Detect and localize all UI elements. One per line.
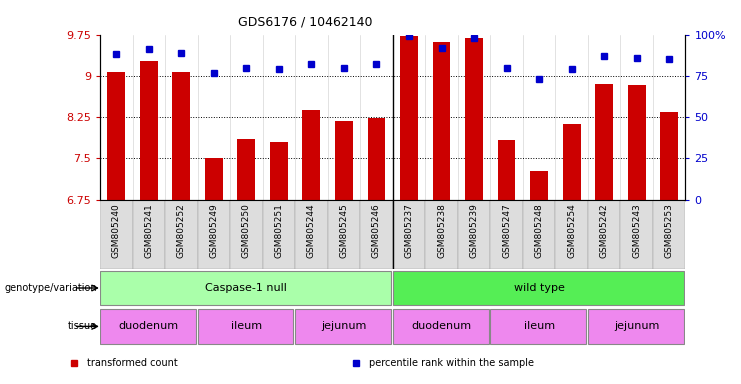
Bar (628, 85, 645, 200)
Bar (335, 121, 353, 200)
Text: tissue: tissue (68, 321, 97, 331)
Bar (133, 200, 165, 269)
Text: transformed count: transformed count (87, 358, 178, 368)
Bar (198, 200, 230, 269)
Bar (660, 112, 678, 200)
Bar (100, 200, 133, 269)
Bar (262, 200, 295, 269)
Bar (295, 309, 391, 344)
Text: GSM805246: GSM805246 (372, 203, 381, 258)
Text: wild type: wild type (514, 283, 565, 293)
Bar (555, 200, 588, 269)
Text: GSM805244: GSM805244 (307, 203, 316, 258)
Bar (295, 200, 328, 269)
Text: GSM805250: GSM805250 (242, 203, 251, 258)
Text: genotype/variation: genotype/variation (4, 283, 97, 293)
Text: GSM805238: GSM805238 (437, 203, 446, 258)
Bar (588, 200, 620, 269)
Bar (491, 309, 586, 344)
Bar (393, 309, 488, 344)
Text: GSM805254: GSM805254 (567, 203, 576, 258)
Bar (237, 139, 256, 200)
Text: GSM805237: GSM805237 (405, 203, 413, 258)
Bar (302, 110, 320, 200)
Bar (620, 200, 653, 269)
Bar (393, 200, 425, 269)
Bar (100, 271, 391, 305)
Bar (425, 200, 458, 269)
Text: GSM805241: GSM805241 (144, 203, 153, 258)
Text: GSM805242: GSM805242 (599, 203, 608, 258)
Bar (530, 171, 548, 200)
Text: GSM805247: GSM805247 (502, 203, 511, 258)
Bar (100, 309, 196, 344)
Bar (107, 72, 125, 200)
Bar (270, 142, 288, 200)
Bar (393, 271, 684, 305)
Bar (465, 38, 483, 200)
Bar (562, 124, 580, 200)
Text: GSM805249: GSM805249 (210, 203, 219, 258)
Bar (230, 200, 262, 269)
Text: GSM805251: GSM805251 (274, 203, 283, 258)
Bar (653, 200, 685, 269)
Text: GSM805245: GSM805245 (339, 203, 348, 258)
Text: GSM805253: GSM805253 (665, 203, 674, 258)
Text: duodenum: duodenum (411, 321, 471, 331)
Bar (491, 200, 523, 269)
Text: ileum: ileum (523, 321, 555, 331)
Title: GDS6176 / 10462140: GDS6176 / 10462140 (238, 16, 372, 29)
Text: ileum: ileum (230, 321, 262, 331)
Text: GSM805243: GSM805243 (632, 203, 641, 258)
Text: jejunum: jejunum (322, 321, 367, 331)
Bar (165, 200, 198, 269)
Bar (140, 61, 158, 200)
Text: jejunum: jejunum (614, 321, 659, 331)
Bar (523, 200, 555, 269)
Bar (458, 200, 491, 269)
Text: GSM805252: GSM805252 (177, 203, 186, 258)
Bar (328, 200, 360, 269)
Bar (360, 200, 393, 269)
Bar (173, 72, 190, 200)
Text: duodenum: duodenum (119, 321, 179, 331)
Text: GSM805240: GSM805240 (112, 203, 121, 258)
Text: GSM805248: GSM805248 (534, 203, 544, 258)
Bar (205, 159, 223, 200)
Text: Caspase-1 null: Caspase-1 null (205, 283, 288, 293)
Text: percentile rank within the sample: percentile rank within the sample (369, 358, 534, 368)
Bar (498, 140, 516, 200)
Bar (368, 118, 385, 200)
Bar (595, 84, 613, 200)
Text: GSM805239: GSM805239 (470, 203, 479, 258)
Bar (198, 309, 293, 344)
Bar (588, 309, 684, 344)
Bar (433, 42, 451, 200)
Bar (400, 36, 418, 200)
